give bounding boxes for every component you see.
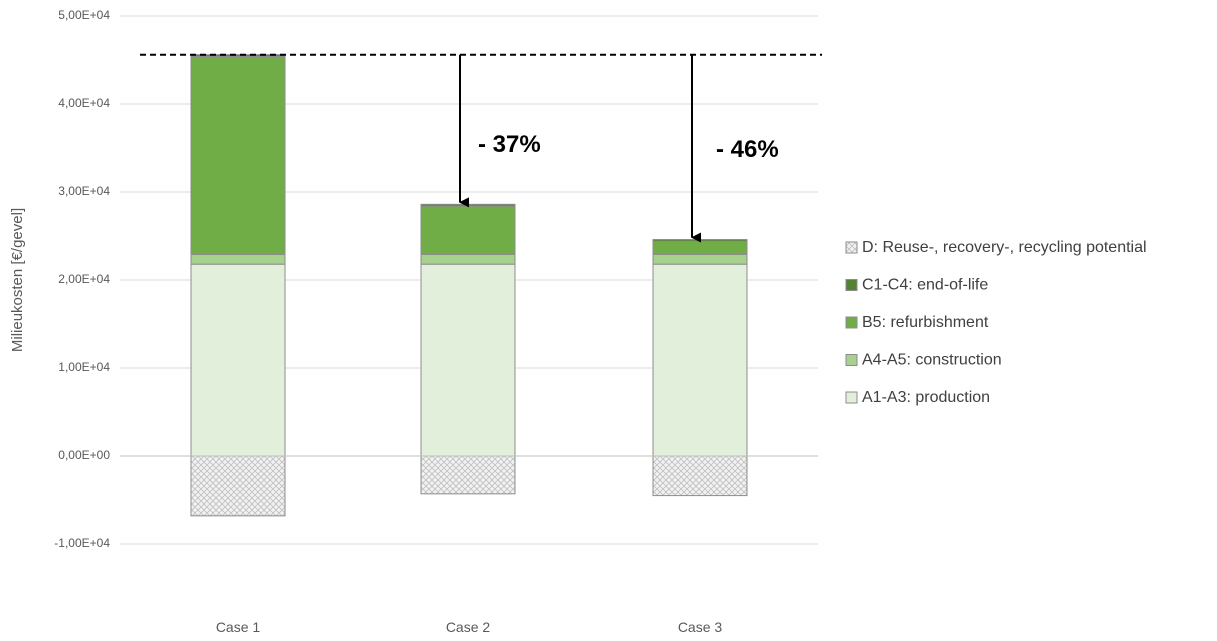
bar-segment [420, 455, 516, 495]
legend-swatch [845, 241, 858, 254]
legend-swatch [845, 391, 858, 404]
bar-segment [190, 55, 286, 255]
bar-segment [420, 263, 516, 457]
bar-segment [652, 240, 748, 255]
bar-segment [420, 253, 516, 265]
bar-segment [652, 263, 748, 457]
category-label: Case 1 [216, 619, 261, 635]
legend-entry: D: Reuse-, recovery-, recycling potentia… [862, 239, 1147, 256]
bar-segment [190, 455, 286, 517]
bar-segment [190, 253, 286, 265]
y-tick-label: 2,00E+04 [58, 272, 110, 286]
bar-segment [190, 263, 286, 457]
category-label: Case 2 [446, 619, 491, 635]
annotation-label: - 46% [716, 136, 779, 163]
y-tick-label: -1,00E+04 [54, 536, 110, 550]
legend-swatch [845, 316, 858, 329]
legend-entry: C1-C4: end-of-life [862, 277, 988, 294]
bar-segment [652, 253, 748, 265]
bar-segment [420, 205, 516, 255]
y-tick-label: 1,00E+04 [58, 360, 110, 374]
legend-entry: A1-A3: production [862, 389, 990, 406]
x-axis-category-labels: Case 1 Case 2 Case 3 [216, 619, 723, 635]
legend: D: Reuse-, recovery-, recycling potentia… [845, 239, 1147, 406]
y-tick-label: 4,00E+04 [58, 96, 110, 110]
y-axis-label: Milieukosten [€/gevel] [9, 208, 26, 352]
legend-swatch [845, 354, 858, 366]
y-tick-label: 3,00E+04 [58, 184, 110, 198]
y-axis-tick-labels: -1,00E+04 0,00E+00 1,00E+04 2,00E+04 3,00E+0… [54, 8, 110, 550]
bars [120, 54, 818, 517]
legend-entry: B5: refurbishment [862, 314, 989, 331]
annotation-label: - 37% [478, 131, 541, 158]
bar-segment [652, 239, 748, 242]
legend-entry: A4-A5: construction [862, 352, 1002, 369]
bar-segment [420, 203, 516, 207]
category-label: Case 3 [678, 619, 723, 635]
legend-swatch [845, 279, 858, 291]
y-tick-label: 0,00E+00 [58, 448, 110, 462]
y-tick-label: 5,00E+04 [58, 8, 110, 22]
bar-segment [652, 455, 748, 497]
annotations: - 37% - 46% [459, 54, 779, 243]
